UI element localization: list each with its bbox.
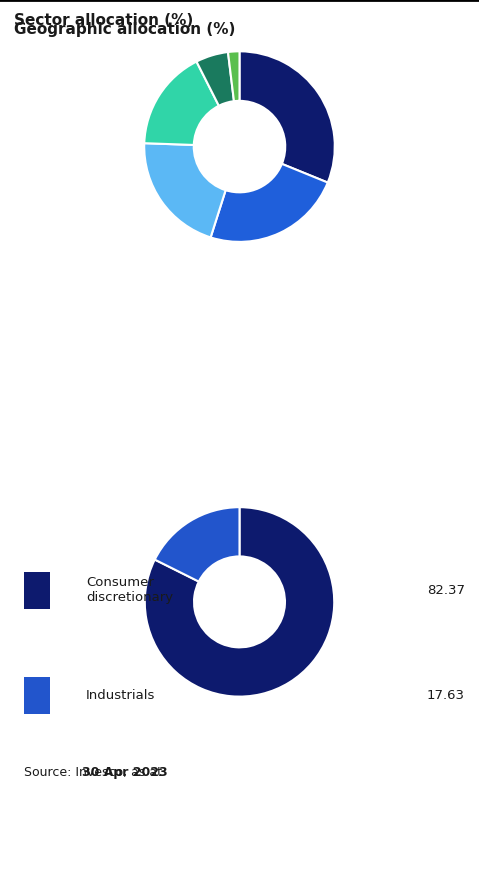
Wedge shape [228, 51, 240, 101]
Wedge shape [240, 51, 335, 182]
Wedge shape [144, 144, 226, 237]
Wedge shape [155, 507, 240, 581]
Wedge shape [145, 507, 334, 697]
Wedge shape [211, 164, 328, 242]
Wedge shape [144, 62, 219, 145]
Wedge shape [196, 52, 234, 106]
